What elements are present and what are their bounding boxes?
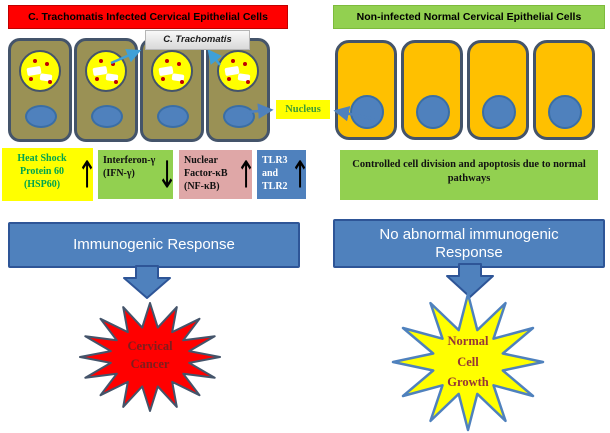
down-arrow-icon: ↓ (157, 152, 178, 197)
bacteria-dot (177, 62, 181, 66)
normal-cell (533, 40, 595, 140)
factor-box-nfkb: Nuclear Factor-κB (NF-κB) ↑ (179, 150, 257, 199)
bacteria-dot (99, 59, 103, 63)
infected-panel-title: C. Trachomatis Infected Cervical Epithel… (8, 5, 288, 29)
pathogen-label: C. Trachomatis (145, 30, 250, 50)
response-label: Immunogenic Response (73, 236, 235, 253)
nucleus (350, 95, 384, 129)
factor-box-ifn-gamma: Interferon-γ (IFN-γ) ↓ (98, 150, 178, 199)
bacteria-dot (227, 77, 231, 81)
factor-box-tlr: TLR3 and TLR2 ↑ (257, 150, 311, 199)
factor-label: TLR3 and TLR2 (262, 155, 288, 192)
no-response-box: No abnormal immunogenic Response (333, 219, 605, 268)
bacteria-dot (231, 59, 235, 63)
infected-cell (206, 38, 270, 142)
nucleus (25, 105, 57, 128)
nucleus (91, 105, 123, 128)
controlled-division-note: Controlled cell division and apoptosis d… (340, 150, 598, 200)
bacteria-dot (243, 62, 247, 66)
factor-label: Nuclear Factor-κB (NF-κB) (184, 155, 228, 192)
bacteria-dot (95, 77, 99, 81)
bacteria-dot (165, 59, 169, 63)
bacteria-dot (29, 77, 33, 81)
normal-cell (467, 40, 529, 140)
bacteria-dot (161, 77, 165, 81)
bacteria-dot (45, 62, 49, 66)
bacteria-dot (246, 80, 250, 84)
bacteria-dot (114, 80, 118, 84)
chlamydia-inclusion (217, 50, 259, 92)
chlamydia-inclusion (85, 50, 127, 92)
normal-cell (335, 40, 397, 140)
chlamydia-inclusion (19, 50, 61, 92)
growth-outcome-label: Normal Cell Growth (447, 334, 489, 390)
bacteria-dot (33, 59, 37, 63)
bacteria-dot (180, 80, 184, 84)
nucleus (157, 105, 189, 128)
response-label: No abnormal immunogenic Response (379, 225, 559, 261)
infected-cell (8, 38, 72, 142)
down-block-arrow-left (123, 265, 171, 299)
immunogenic-response-box: Immunogenic Response (8, 222, 300, 268)
nucleus (223, 105, 255, 128)
up-arrow-icon: ↑ (236, 152, 257, 197)
up-arrow-icon: ↑ (77, 152, 98, 197)
normal-panel-title: Non-infected Normal Cervical Epithelial … (333, 5, 605, 29)
cancer-outcome-label: Cervical Cancer (127, 339, 173, 372)
infected-cell (74, 38, 138, 142)
up-arrow-icon: ↑ (290, 152, 311, 197)
factor-label: Heat Shock Protein 60 (HSP60) (17, 153, 67, 190)
nucleus (482, 95, 516, 129)
factor-label: Interferon-γ (IFN-γ) (103, 155, 156, 179)
down-block-arrow-right (446, 263, 494, 298)
factor-box-hsp60: Heat Shock Protein 60 (HSP60) ↑ (2, 148, 98, 201)
nucleus (548, 95, 582, 129)
bacteria-dot (48, 80, 52, 84)
infected-cell (140, 38, 204, 142)
nucleus-label: Nucleus (276, 100, 330, 119)
chlamydia-inclusion (151, 50, 193, 92)
bacteria-dot (111, 62, 115, 66)
normal-cell (401, 40, 463, 140)
nucleus (416, 95, 450, 129)
